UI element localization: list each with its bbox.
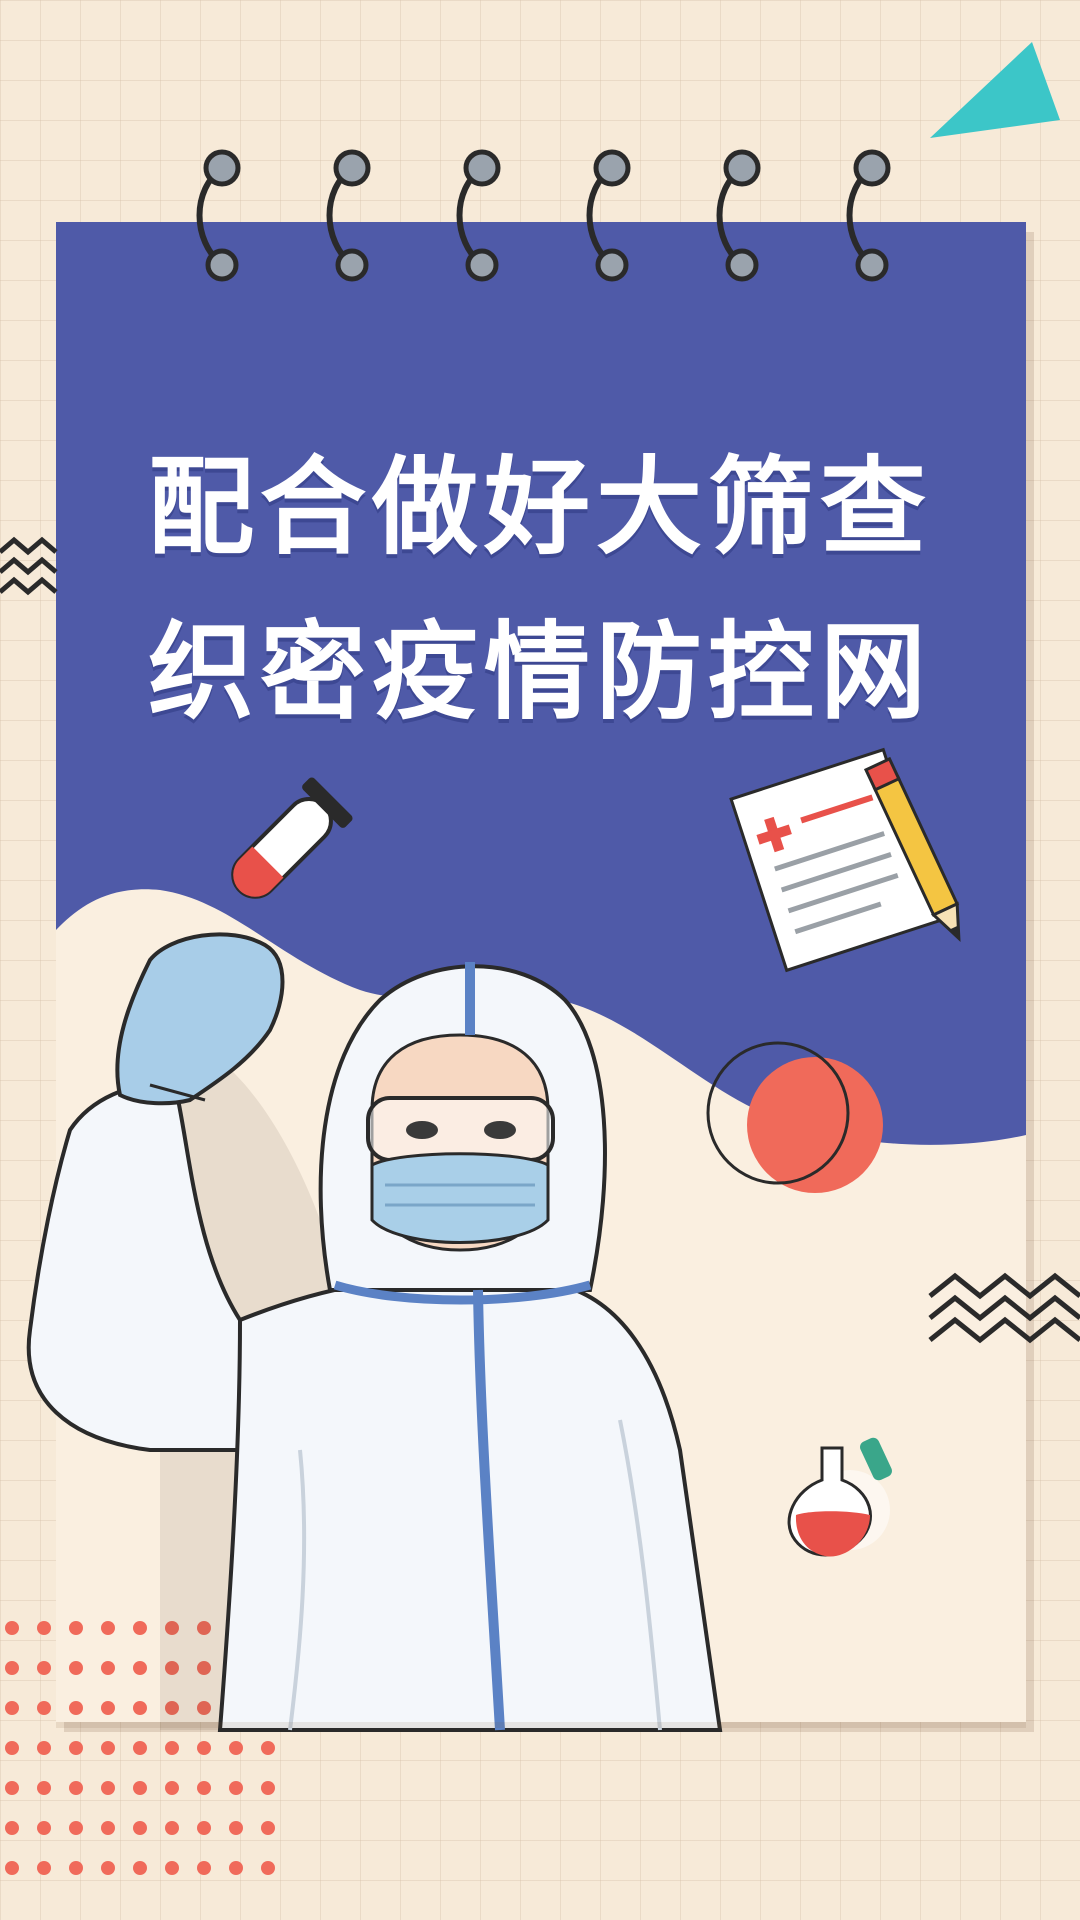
test-tube-icon xyxy=(231,777,353,899)
decoration-dot xyxy=(165,1661,179,1675)
decoration-dot xyxy=(229,1781,243,1795)
decoration-dot xyxy=(261,1781,275,1795)
decoration-dot xyxy=(101,1781,115,1795)
headline-line-1: 配合做好大筛查 xyxy=(148,446,932,569)
decoration-dot xyxy=(165,1781,179,1795)
coral-circle-decoration xyxy=(747,1057,883,1193)
decoration-dot xyxy=(229,1821,243,1835)
flask-icon xyxy=(787,1437,892,1557)
decoration-dot xyxy=(133,1661,147,1675)
decoration-dot xyxy=(261,1741,275,1755)
triangle-decoration xyxy=(930,42,1060,138)
decoration-dot xyxy=(37,1661,51,1675)
decoration-dot xyxy=(197,1621,211,1635)
decoration-dot xyxy=(69,1661,83,1675)
decoration-dot xyxy=(197,1861,211,1875)
decoration-dot xyxy=(133,1821,147,1835)
dot-grid-decoration xyxy=(5,1621,275,1875)
decoration-dot xyxy=(101,1861,115,1875)
decoration-dot xyxy=(69,1821,83,1835)
decoration-dot xyxy=(37,1741,51,1755)
decoration-dot xyxy=(261,1861,275,1875)
decoration-dot xyxy=(197,1741,211,1755)
decoration-dot xyxy=(37,1821,51,1835)
decoration-dot xyxy=(5,1661,19,1675)
decoration-dot xyxy=(69,1621,83,1635)
decoration-dot xyxy=(133,1621,147,1635)
notepad-bottom-edge xyxy=(56,1722,1026,1728)
circle-outline-decoration xyxy=(706,1041,850,1185)
decoration-dot xyxy=(165,1621,179,1635)
health-worker-illustration xyxy=(26,932,723,1732)
decoration-dot xyxy=(133,1861,147,1875)
decoration-dot xyxy=(133,1741,147,1755)
spiral-ring xyxy=(196,149,241,282)
decoration-dot xyxy=(229,1741,243,1755)
spiral-ring xyxy=(716,149,761,282)
decoration-dot xyxy=(165,1741,179,1755)
spiral-ring xyxy=(456,149,501,282)
decoration-dot xyxy=(101,1821,115,1835)
decoration-dot xyxy=(101,1741,115,1755)
spiral-ring xyxy=(326,149,371,282)
spiral-ring xyxy=(846,149,891,282)
decoration-dot xyxy=(165,1821,179,1835)
decoration-dot xyxy=(37,1781,51,1795)
decoration-dot xyxy=(133,1701,147,1715)
decoration-dot xyxy=(133,1781,147,1795)
decoration-dot xyxy=(5,1781,19,1795)
decoration-dot xyxy=(37,1861,51,1875)
pencil-icon xyxy=(863,756,961,942)
decoration-dot xyxy=(5,1701,19,1715)
decoration-dot xyxy=(165,1701,179,1715)
decoration-dot xyxy=(5,1861,19,1875)
decoration-dot xyxy=(37,1701,51,1715)
decoration-dot xyxy=(69,1701,83,1715)
decoration-dot xyxy=(5,1741,19,1755)
spiral-binding xyxy=(196,149,891,282)
headline-line-2: 织密疫情防控网 xyxy=(148,611,932,734)
decoration-dot xyxy=(229,1861,243,1875)
decoration-dot xyxy=(69,1781,83,1795)
decoration-dot xyxy=(197,1781,211,1795)
decoration-dot xyxy=(197,1821,211,1835)
decoration-dot xyxy=(261,1821,275,1835)
decoration-dot xyxy=(197,1661,211,1675)
decoration-dot xyxy=(69,1861,83,1875)
decoration-dot xyxy=(5,1621,19,1635)
zigzag-decoration-left xyxy=(0,536,58,596)
decoration-dot xyxy=(165,1861,179,1875)
zigzag-decoration-right xyxy=(928,1272,1080,1344)
decoration-dot xyxy=(5,1821,19,1835)
decoration-dot xyxy=(101,1661,115,1675)
decoration-dot xyxy=(37,1621,51,1635)
decoration-dot xyxy=(101,1701,115,1715)
decoration-dot xyxy=(101,1621,115,1635)
decoration-dot xyxy=(197,1701,211,1715)
decoration-dot xyxy=(69,1741,83,1755)
spiral-ring xyxy=(586,149,631,282)
